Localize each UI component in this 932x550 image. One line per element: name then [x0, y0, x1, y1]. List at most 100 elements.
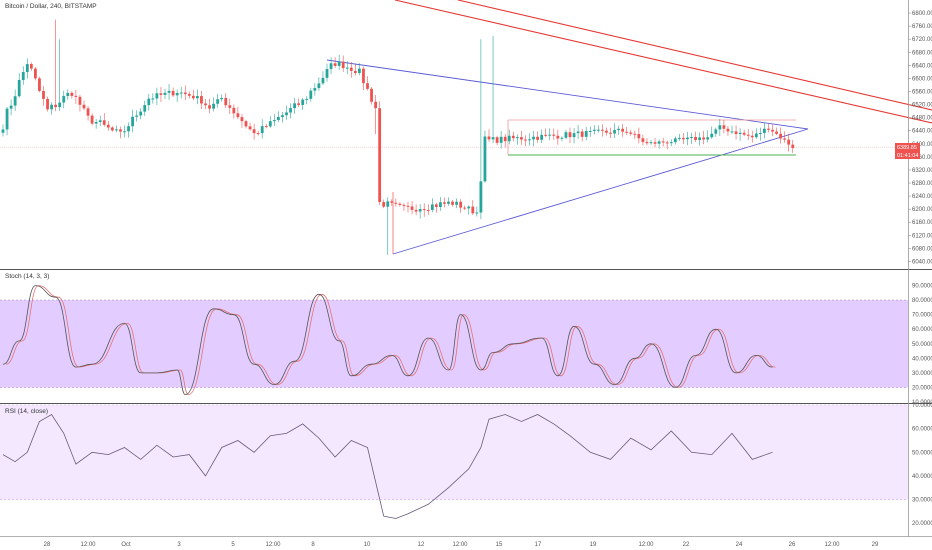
trendline-lower: [392, 128, 809, 255]
candle-body: [726, 128, 730, 132]
price-tick-label: 6760.00: [912, 24, 932, 30]
candle-body: [139, 111, 143, 116]
candle-body: [609, 132, 612, 134]
resistance-line-2: [457, 0, 932, 111]
time-tick-label: 17: [535, 542, 542, 548]
candle-body: [58, 102, 62, 108]
candle-body: [580, 131, 584, 137]
candle-body: [479, 181, 483, 213]
candle-body: [70, 92, 74, 96]
candle-body: [686, 137, 689, 140]
rsi-band: [0, 405, 908, 500]
candle-body: [382, 202, 386, 207]
rsi-pane-title: RSI (14, close): [5, 408, 48, 415]
stoch-tick-label: 80.0000: [912, 298, 932, 304]
candle-body: [34, 68, 37, 79]
candle-body: [25, 64, 29, 72]
candle-body: [281, 115, 284, 118]
time-tick-label: 12:00: [452, 542, 468, 548]
candle-body: [135, 115, 139, 117]
candle-body: [771, 129, 774, 132]
candle-body: [90, 115, 94, 124]
candle-body: [321, 77, 325, 84]
candle-body: [629, 132, 633, 134]
candle-body: [621, 128, 625, 132]
candle-body: [690, 136, 693, 138]
candle-body: [78, 96, 82, 105]
candle-body: [86, 108, 90, 116]
stoch-tick-label: 50.0000: [912, 342, 932, 348]
candle-body: [378, 108, 382, 203]
countdown-label: 01:41:04: [897, 153, 918, 159]
candle-body: [483, 136, 487, 182]
candle-body: [38, 78, 41, 91]
candle-body: [119, 129, 122, 132]
candle-body: [698, 137, 701, 141]
price-tick-label: 6560.00: [912, 90, 932, 96]
rsi-tick-label: 70.0000: [912, 403, 932, 409]
candle-body: [414, 209, 418, 212]
stoch-k-line: [2, 285, 773, 396]
candle-body: [467, 206, 471, 209]
candle-body: [74, 95, 78, 97]
candle-body: [236, 113, 240, 118]
price-tick-label: 6240.00: [912, 194, 932, 200]
candle-body: [82, 104, 86, 109]
candle-body: [151, 98, 155, 100]
candle-body: [787, 139, 791, 145]
last-price-label: 6389.85: [897, 145, 917, 151]
candle-body: [540, 134, 544, 140]
candle-body: [661, 141, 665, 143]
price-tick-label: 6120.00: [912, 233, 932, 239]
candle-body: [406, 205, 410, 207]
price-tick-label: 6320.00: [912, 168, 932, 174]
price-tick-label: 6680.00: [912, 50, 932, 56]
trendline-upper: [326, 59, 809, 130]
candle-body: [147, 98, 151, 106]
price-tick-label: 6280.00: [912, 181, 932, 187]
time-tick-label: 22: [683, 542, 690, 548]
candle-body: [588, 130, 592, 132]
candle-body: [714, 129, 718, 134]
candle-body: [682, 137, 685, 140]
candle-body: [317, 83, 321, 89]
candle-body: [625, 131, 629, 133]
candle-body: [451, 201, 454, 205]
candle-body: [649, 142, 653, 144]
candle-body: [673, 138, 677, 143]
candle-body: [42, 90, 45, 99]
stoch-tick-label: 70.0000: [912, 313, 932, 319]
candle-body: [285, 112, 288, 116]
candle-body: [511, 135, 515, 139]
candle-body: [434, 204, 438, 208]
stoch-layer: [2, 285, 776, 396]
candle-body: [106, 124, 110, 128]
rsi-tick-label: 30.0000: [912, 498, 932, 504]
candle-body: [301, 99, 305, 105]
price-tick-label: 6640.00: [912, 63, 932, 69]
candle-body: [552, 134, 556, 136]
candle-body: [548, 134, 552, 136]
candle-body: [337, 61, 341, 66]
candle-body: [94, 122, 98, 124]
candle-body: [677, 137, 681, 139]
candle-body: [220, 97, 224, 100]
candle-body: [463, 207, 467, 209]
candle-body: [212, 103, 215, 109]
candle-body: [779, 133, 782, 139]
candle-body: [475, 212, 479, 214]
candle-body: [601, 129, 604, 131]
candle-body: [183, 92, 187, 95]
candle-body: [297, 103, 301, 105]
candle-body: [718, 125, 722, 130]
candle-body: [50, 104, 53, 110]
candle-body: [374, 101, 377, 109]
stoch-band: [0, 300, 908, 388]
candle-body: [260, 126, 264, 134]
candle-body: [495, 137, 499, 143]
time-tick-label: 24: [736, 542, 743, 548]
price-tick-label: 6440.00: [912, 129, 932, 135]
candle-body: [66, 92, 70, 97]
candle-body: [62, 96, 66, 103]
